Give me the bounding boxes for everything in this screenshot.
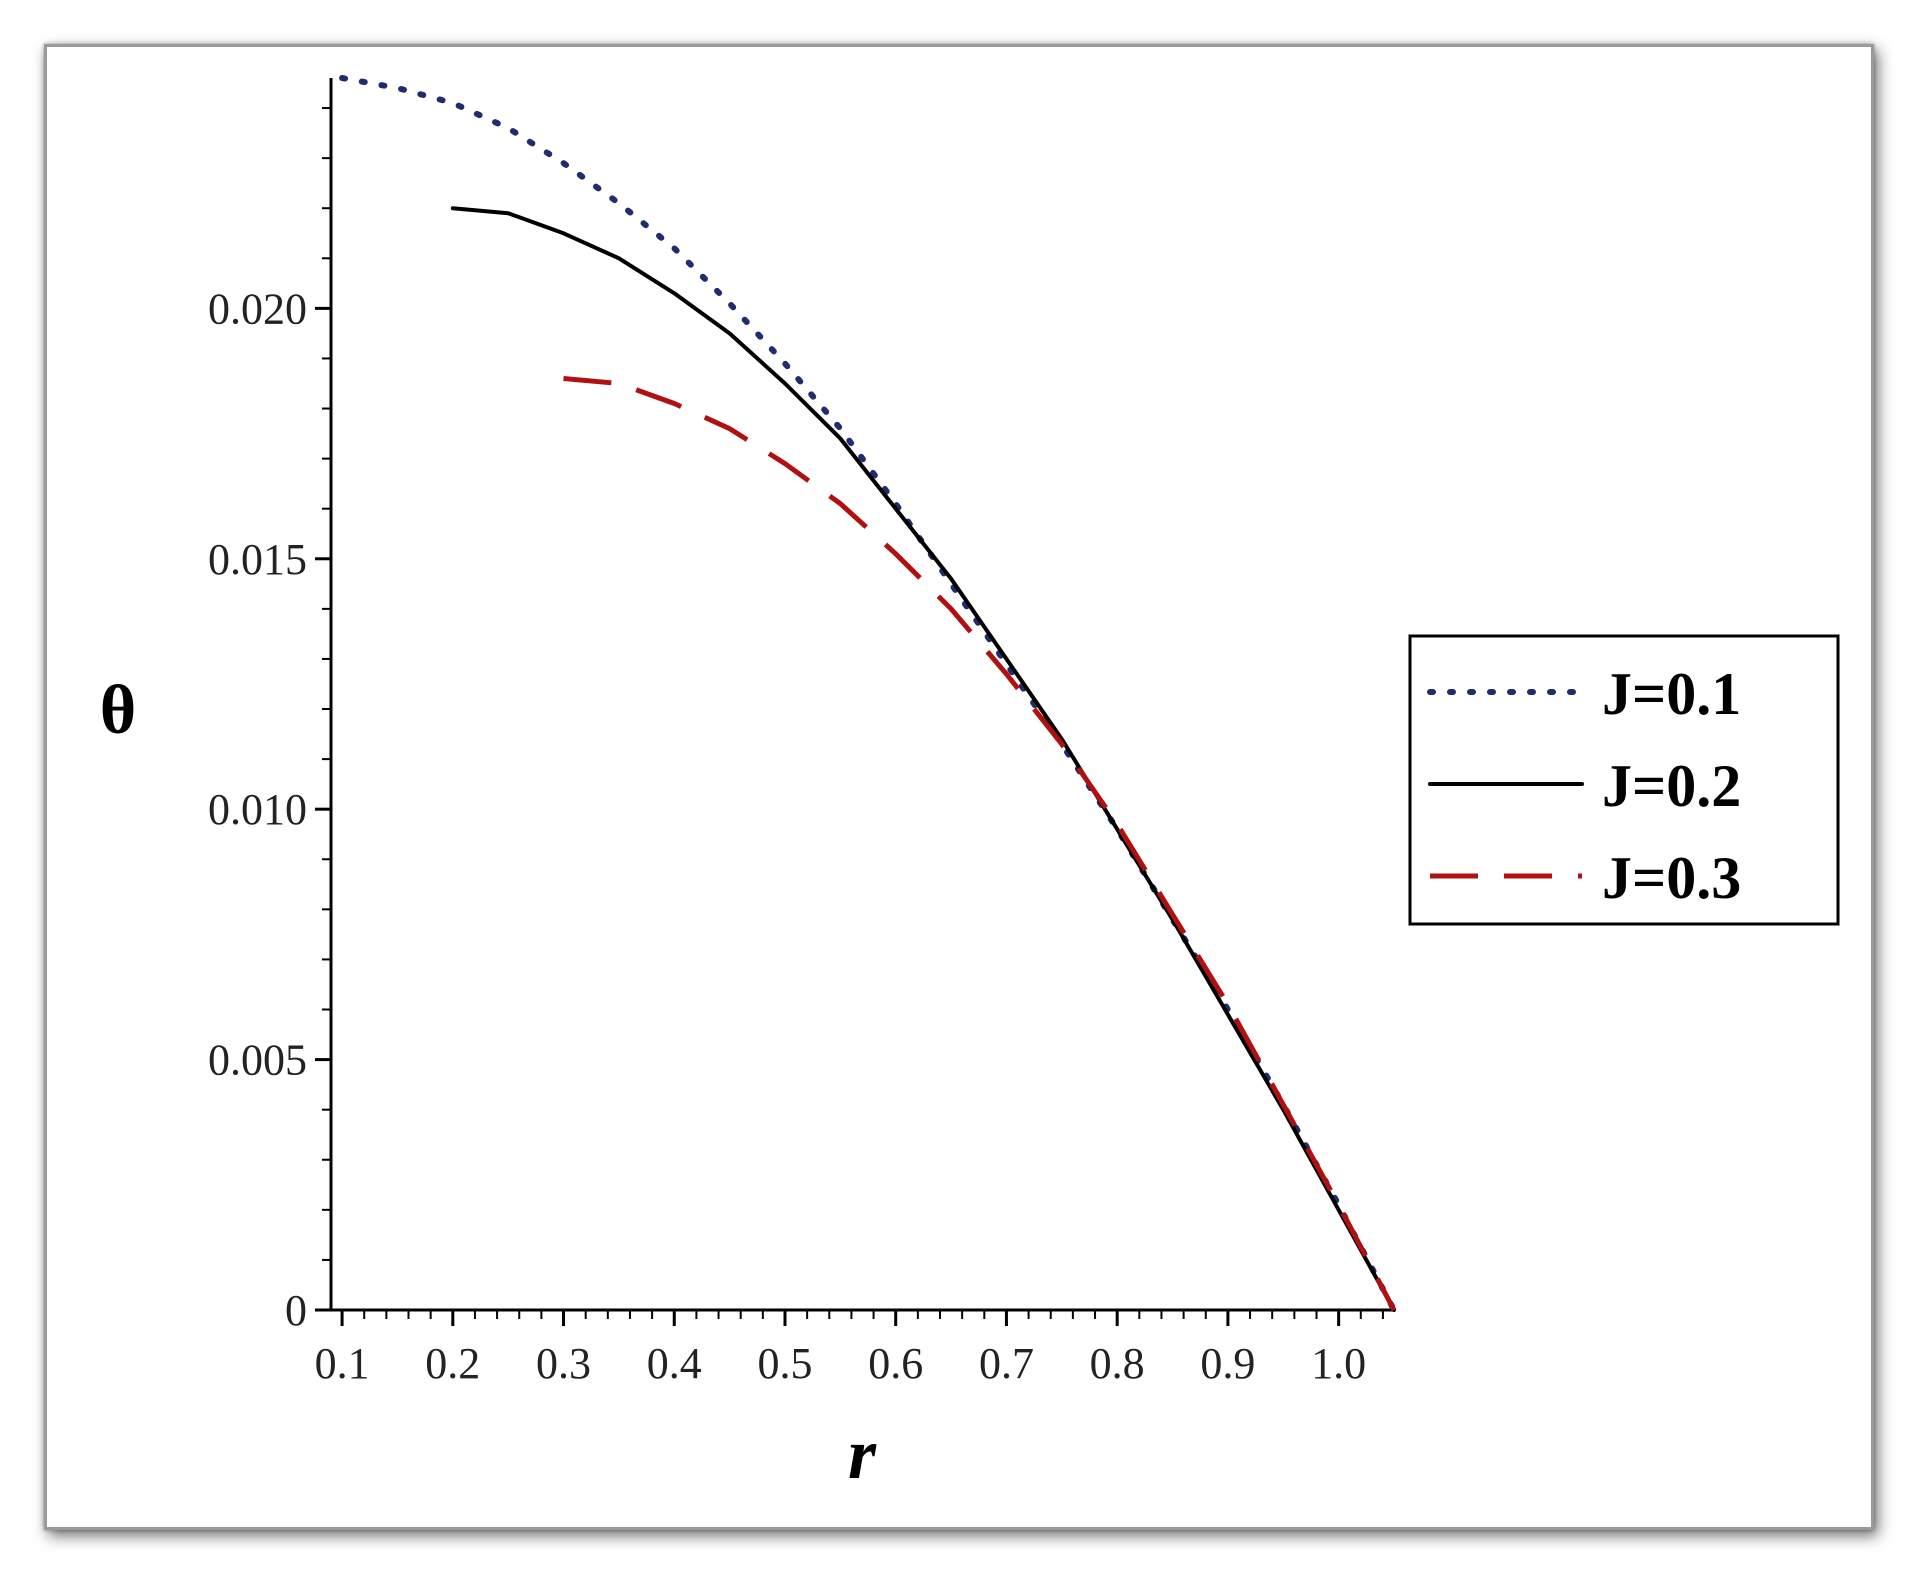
series-line-2	[450, 206, 1396, 1312]
series-line-3	[563, 376, 1397, 1312]
legend-box	[1408, 634, 1840, 926]
axes: 0 0.005 0.010 0.015 0.020 0.1 0.2 0.3 0.4 0.5 0.6 0…	[208, 78, 1394, 1388]
y-axis-label: θ	[100, 672, 137, 749]
series-layer	[339, 75, 1397, 1313]
x-tick-label: 0.1	[315, 1339, 370, 1388]
legend-label-1: J=0.1	[1602, 661, 1741, 727]
x-tick-label: 0.8	[1090, 1339, 1145, 1388]
y-tick-label: 0.005	[208, 1036, 307, 1085]
x-tick-label: 0.5	[757, 1339, 812, 1388]
x-tick-label: 0.2	[425, 1339, 480, 1388]
x-axis-label: r	[848, 1414, 877, 1494]
x-tick-label: 0.7	[979, 1339, 1034, 1388]
legend: J=0.1 J=0.2 J=0.3	[1408, 634, 1840, 926]
legend-label-3: J=0.3	[1602, 845, 1741, 911]
x-tick-label: 1.0	[1311, 1339, 1366, 1388]
y-tick-label: 0.015	[208, 535, 307, 584]
series-line-1	[339, 75, 1397, 1313]
x-tick-label: 0.3	[536, 1339, 591, 1388]
y-tick-label: 0.010	[208, 785, 307, 834]
x-tick-label: 0.9	[1200, 1339, 1255, 1388]
x-tick-label: 0.4	[647, 1339, 702, 1388]
y-tick-label: 0.020	[208, 284, 307, 333]
legend-label-2: J=0.2	[1602, 753, 1741, 819]
x-tick-label: 0.6	[868, 1339, 923, 1388]
y-tick-label: 0	[285, 1286, 307, 1335]
axis-labels: θ r	[100, 672, 877, 1494]
